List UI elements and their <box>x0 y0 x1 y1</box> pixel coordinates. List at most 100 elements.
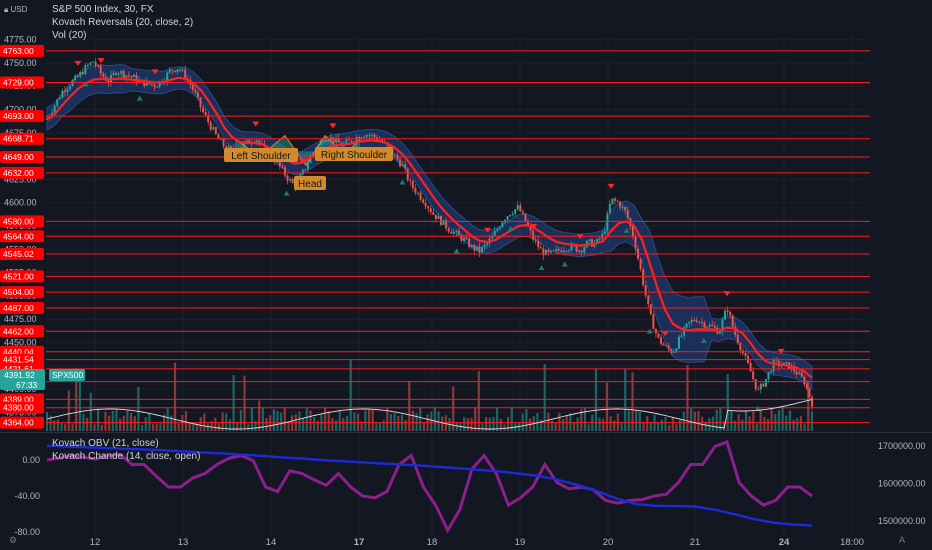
kovach-reversals-legend[interactable]: Kovach Reversals (20, close, 2) <box>52 17 194 28</box>
candle-body <box>388 145 391 149</box>
auto-scale-icon[interactable]: A <box>899 535 906 545</box>
volume-bar <box>726 374 729 431</box>
level-tag-text: 4504.00 <box>3 287 34 297</box>
candle-body <box>327 139 330 141</box>
candle-body <box>486 243 489 246</box>
settings-gear-icon[interactable]: ⚙ <box>9 535 18 545</box>
level-tag-text: 4649.00 <box>3 152 34 162</box>
candle-body <box>498 227 501 230</box>
candle-body <box>562 250 565 253</box>
volume-bar <box>433 407 436 431</box>
candle-body <box>713 325 716 328</box>
volume-bar <box>122 415 125 431</box>
volume-bar <box>455 423 458 431</box>
current-price-sub: 67:33 <box>16 380 38 390</box>
kovach-chande-legend[interactable]: Kovach Chande (14, close, open) <box>52 451 201 462</box>
candle-body <box>718 331 721 334</box>
volume-bar <box>646 416 649 431</box>
chart-title[interactable]: S&P 500 Index, 30, FX <box>52 4 154 15</box>
candle-body <box>598 238 601 240</box>
time-axis[interactable]: 12 13 14 17 18 19 20 21 24 18:00 <box>90 537 864 548</box>
candle-body <box>483 245 486 248</box>
volume-bar <box>704 421 707 431</box>
currency-label[interactable]: 🔒︎ USD <box>4 3 27 16</box>
candle-body <box>596 238 599 243</box>
level-tag-text: 4729.00 <box>3 78 34 88</box>
volume-legend[interactable]: Vol (20) <box>52 30 87 41</box>
candle-body <box>176 69 179 72</box>
candle-body <box>537 240 540 248</box>
pattern-labels: Left Shoulder Right Shoulder Head <box>224 147 393 190</box>
time-tick: 17 <box>354 537 365 548</box>
volume-bar <box>53 420 56 431</box>
volume-bar <box>239 409 242 431</box>
volume-bar <box>649 422 652 431</box>
candle-body <box>731 315 734 327</box>
candle-body <box>393 154 396 156</box>
level-tag-bg <box>0 230 44 243</box>
candle-body <box>255 140 258 142</box>
level-tag-bg <box>0 247 44 260</box>
volume-bar <box>364 410 367 431</box>
volume-bar <box>140 424 144 431</box>
candle-body <box>150 83 153 85</box>
volume-bar <box>258 400 261 431</box>
candle-body <box>452 231 455 234</box>
candle-body <box>675 348 678 352</box>
candle-body <box>132 75 135 77</box>
volume-bar <box>799 415 803 431</box>
candle-body <box>473 244 476 251</box>
candle-body <box>662 343 665 346</box>
candle-body <box>76 75 79 77</box>
volume-bar <box>598 417 601 431</box>
candle-body <box>616 200 619 202</box>
candle-body <box>550 250 553 253</box>
current-price-bg <box>0 369 45 390</box>
volume-bar <box>100 424 103 431</box>
head-tag-bg <box>294 176 326 190</box>
volume-bar <box>803 423 806 431</box>
volume-bar <box>71 423 74 431</box>
candle-body <box>529 226 532 231</box>
candle-body <box>411 181 414 188</box>
volume-bar <box>298 411 301 431</box>
candle-body <box>335 137 338 143</box>
volume-bar <box>86 417 89 431</box>
level-tag-text: 4763.00 <box>3 46 34 56</box>
level-tag-bg <box>0 302 44 315</box>
candle-body <box>511 213 514 215</box>
volume-bar <box>481 423 484 431</box>
volume-bar <box>119 418 122 431</box>
candle-body <box>570 244 573 251</box>
volume-bar <box>777 409 781 431</box>
volume-bar <box>430 411 433 431</box>
candle-body <box>112 72 115 75</box>
volume-bar <box>349 359 352 431</box>
chande-tick: -80.00 <box>14 527 40 537</box>
candle-body <box>117 73 120 75</box>
candle-body <box>437 216 440 220</box>
kovach-obv-legend[interactable]: Kovach OBV (21, close) <box>52 438 159 449</box>
volume-bar <box>46 411 48 431</box>
candle-body <box>227 146 230 150</box>
volume-bar <box>624 369 627 431</box>
volume-bar <box>631 372 634 431</box>
candle-body <box>92 61 95 63</box>
buy-marker-icon <box>507 226 514 232</box>
candle-body <box>332 137 335 143</box>
volume-bar <box>635 410 638 431</box>
volume-bar <box>199 417 202 431</box>
candle-body <box>173 70 176 72</box>
volume-bar <box>386 407 389 431</box>
sub-pane-lines <box>46 440 813 534</box>
volume-bar <box>792 419 795 431</box>
candle-body <box>202 107 205 112</box>
volume-bar <box>97 408 100 431</box>
chande-tick: 0.00 <box>22 455 40 465</box>
candle-body <box>752 371 755 379</box>
buy-marker-icon <box>623 227 630 233</box>
candle-body <box>516 205 519 210</box>
candle-body <box>706 326 709 328</box>
left-shoulder-tag-bg <box>224 148 298 162</box>
